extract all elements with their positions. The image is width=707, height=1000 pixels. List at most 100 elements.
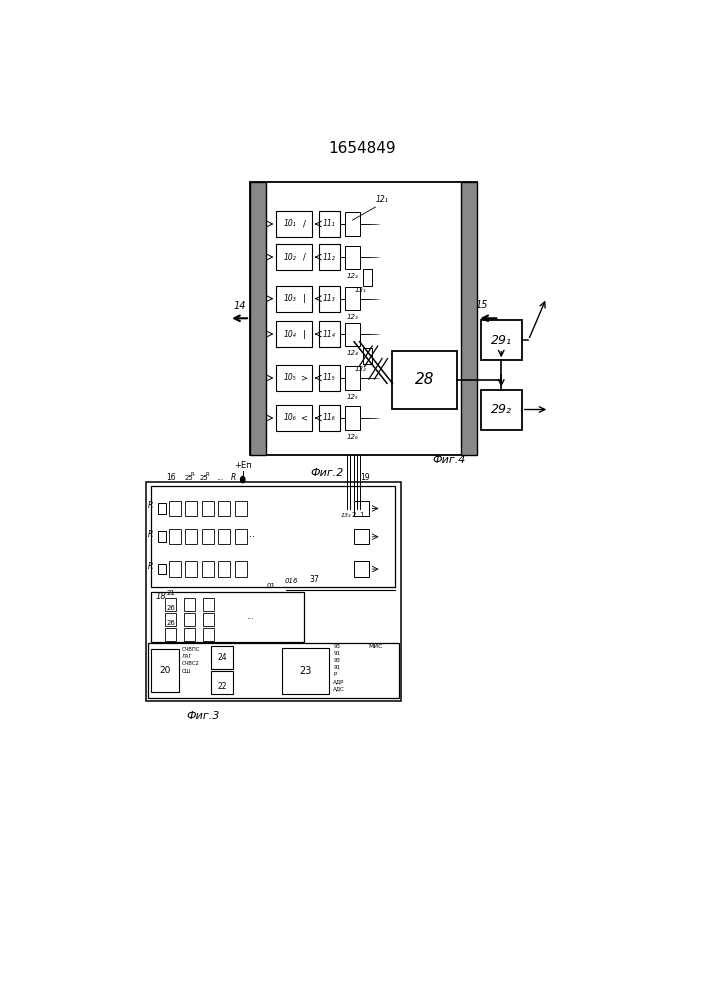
Bar bbox=[354, 529, 370, 544]
Bar bbox=[185, 529, 197, 544]
Bar bbox=[276, 321, 312, 347]
Bar bbox=[319, 321, 341, 347]
Text: ...: ... bbox=[216, 473, 223, 482]
Text: 1: 1 bbox=[359, 512, 363, 518]
Bar bbox=[354, 501, 370, 516]
Text: 29₂: 29₂ bbox=[491, 403, 512, 416]
Bar bbox=[185, 561, 197, 577]
Bar bbox=[158, 503, 166, 514]
Text: 10₃: 10₃ bbox=[284, 294, 296, 303]
Text: МИС: МИС bbox=[368, 644, 383, 649]
Bar bbox=[461, 182, 477, 455]
Text: 2: 2 bbox=[351, 512, 356, 518]
Bar bbox=[250, 182, 267, 455]
Text: 10₁: 10₁ bbox=[284, 219, 296, 228]
Text: СЧВС2: СЧВС2 bbox=[182, 661, 200, 666]
Text: 1654849: 1654849 bbox=[329, 141, 396, 156]
Text: 21: 21 bbox=[166, 590, 175, 596]
Bar bbox=[363, 269, 372, 286]
Text: |: | bbox=[303, 294, 305, 303]
Bar bbox=[185, 501, 197, 516]
Text: 93: 93 bbox=[333, 644, 340, 649]
Bar bbox=[211, 646, 233, 669]
Text: Фиг.2: Фиг.2 bbox=[310, 468, 344, 478]
Text: ОШ: ОШ bbox=[182, 669, 192, 674]
Text: 18: 18 bbox=[156, 592, 167, 601]
Text: 16: 16 bbox=[165, 473, 175, 482]
Text: 26: 26 bbox=[166, 605, 175, 611]
Bar bbox=[354, 561, 370, 577]
Bar bbox=[345, 366, 360, 389]
Bar bbox=[185, 598, 195, 611]
Text: СЧВПС: СЧВПС bbox=[182, 647, 201, 652]
Bar bbox=[204, 628, 214, 641]
Text: R: R bbox=[148, 530, 153, 539]
Bar bbox=[151, 649, 180, 692]
Bar bbox=[218, 529, 230, 544]
Text: >: > bbox=[300, 373, 308, 382]
Text: R: R bbox=[148, 562, 153, 571]
Text: 12₁: 12₁ bbox=[375, 195, 388, 204]
Text: 12₅: 12₅ bbox=[346, 394, 358, 400]
Text: 22: 22 bbox=[217, 682, 227, 691]
Text: 016: 016 bbox=[284, 578, 298, 584]
Bar bbox=[151, 486, 395, 587]
Text: 10₅: 10₅ bbox=[284, 373, 296, 382]
Text: ЛАГ: ЛАГ bbox=[182, 654, 193, 659]
Bar bbox=[185, 613, 195, 626]
Bar bbox=[165, 628, 176, 641]
Bar bbox=[165, 598, 176, 611]
Bar bbox=[319, 365, 341, 391]
Bar bbox=[345, 287, 360, 310]
Text: 91: 91 bbox=[333, 665, 340, 670]
Text: <: < bbox=[300, 413, 308, 422]
Bar bbox=[211, 671, 233, 694]
Text: 10₄: 10₄ bbox=[284, 330, 296, 339]
Bar bbox=[319, 244, 341, 270]
Bar bbox=[282, 648, 329, 694]
Bar bbox=[319, 405, 341, 431]
Text: Фиг.4: Фиг.4 bbox=[432, 455, 466, 465]
Text: ...: ... bbox=[246, 612, 254, 621]
Bar bbox=[235, 561, 247, 577]
Bar bbox=[481, 320, 522, 360]
Bar bbox=[276, 286, 312, 312]
Text: 11₃: 11₃ bbox=[323, 294, 336, 303]
Text: 37: 37 bbox=[309, 575, 319, 584]
Bar bbox=[158, 564, 166, 574]
Text: /: / bbox=[303, 219, 305, 228]
Text: 19: 19 bbox=[361, 473, 370, 482]
Text: 11₅: 11₅ bbox=[323, 373, 336, 382]
Bar bbox=[276, 365, 312, 391]
Text: 24: 24 bbox=[217, 653, 227, 662]
Text: 12₃: 12₃ bbox=[346, 314, 358, 320]
Text: 11₄: 11₄ bbox=[323, 330, 336, 339]
Text: ...: ... bbox=[245, 529, 255, 539]
Text: 25: 25 bbox=[185, 475, 193, 481]
Bar bbox=[201, 501, 214, 516]
Bar bbox=[201, 561, 214, 577]
Bar bbox=[345, 406, 360, 430]
Text: 93: 93 bbox=[333, 658, 340, 663]
Text: 23: 23 bbox=[300, 666, 312, 676]
Bar bbox=[481, 389, 522, 430]
Bar bbox=[169, 501, 181, 516]
Text: R: R bbox=[148, 501, 153, 510]
Bar bbox=[169, 529, 181, 544]
Circle shape bbox=[240, 477, 245, 483]
Text: 12₆: 12₆ bbox=[346, 434, 358, 440]
Text: 29₁: 29₁ bbox=[491, 334, 512, 347]
Bar bbox=[204, 613, 214, 626]
Bar bbox=[345, 323, 360, 346]
Text: 20: 20 bbox=[159, 666, 171, 675]
Bar bbox=[276, 405, 312, 431]
Bar bbox=[165, 613, 176, 626]
Text: 11₁: 11₁ bbox=[323, 219, 336, 228]
Bar bbox=[235, 501, 247, 516]
Bar bbox=[158, 531, 166, 542]
Bar bbox=[250, 182, 477, 455]
Bar bbox=[392, 351, 457, 409]
Bar bbox=[276, 244, 312, 270]
Bar bbox=[276, 211, 312, 237]
Bar bbox=[218, 501, 230, 516]
